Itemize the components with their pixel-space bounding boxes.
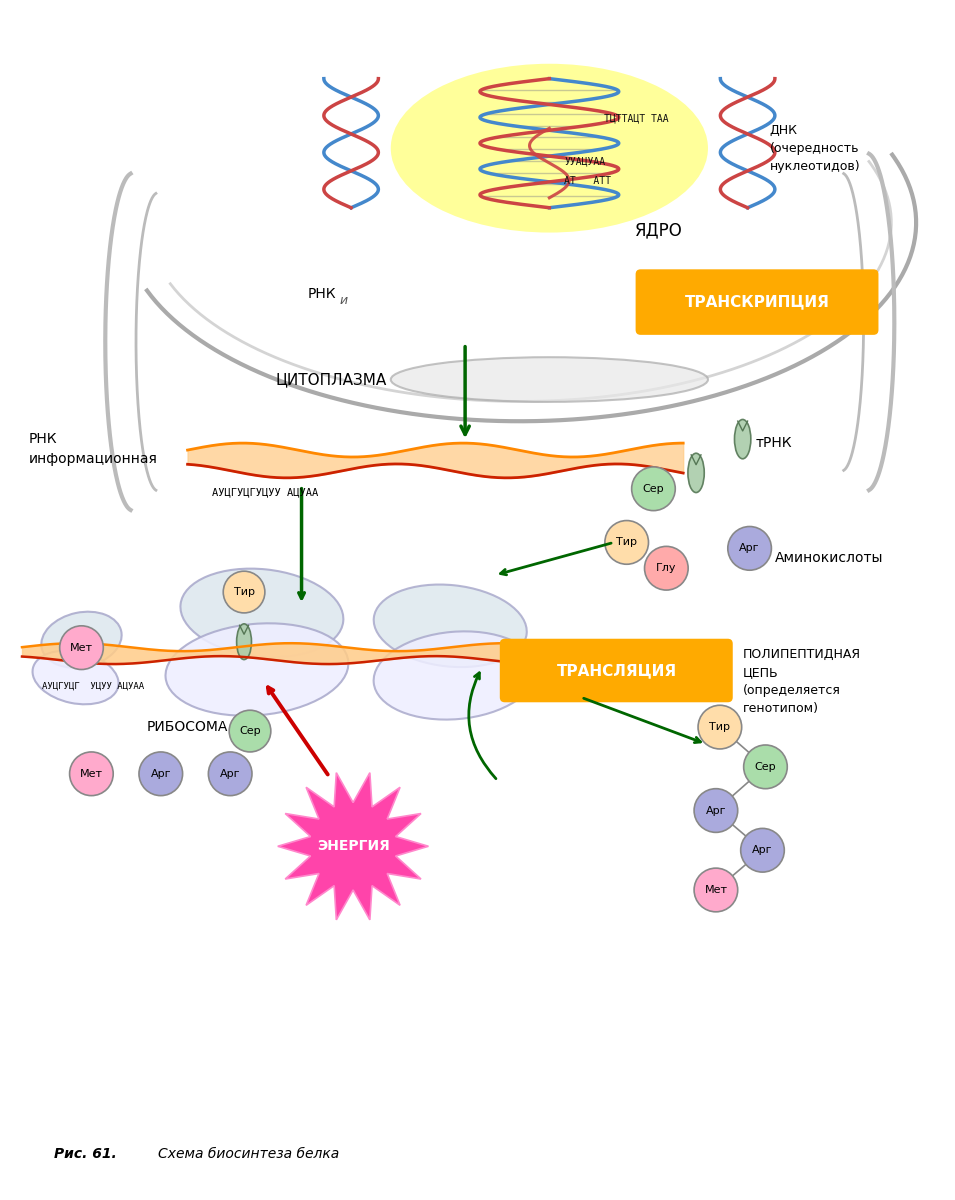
Text: УУАЦУАА: УУАЦУАА [564, 156, 605, 166]
Ellipse shape [32, 650, 118, 704]
Text: Рис. 61.: Рис. 61. [53, 1147, 117, 1162]
Text: АУЦГУЦГ  УЦУУ АЦУАА: АУЦГУЦГ УЦУУ АЦУАА [42, 682, 144, 691]
Text: Тир: Тир [234, 587, 255, 598]
Circle shape [645, 546, 689, 590]
Circle shape [631, 467, 675, 511]
Ellipse shape [373, 584, 527, 667]
Ellipse shape [734, 420, 751, 458]
Circle shape [229, 710, 271, 752]
Text: ЭНЕРГИЯ: ЭНЕРГИЯ [317, 839, 390, 853]
Text: Глу: Глу [656, 563, 676, 574]
Text: ТРАНСЛЯЦИЯ: ТРАНСЛЯЦИЯ [557, 664, 677, 678]
Text: РНК: РНК [308, 287, 336, 301]
Text: Арг: Арг [753, 845, 773, 856]
FancyBboxPatch shape [636, 269, 879, 335]
Circle shape [605, 521, 648, 564]
Text: Арг: Арг [220, 769, 241, 779]
Text: Сер: Сер [754, 762, 776, 772]
Text: Арг: Арг [151, 769, 171, 779]
Text: АУЦГУЦГУЦУУ АЦУАА: АУЦГУЦГУЦУУ АЦУАА [212, 487, 319, 498]
Text: Тир: Тир [616, 538, 637, 547]
Text: РНК
информационная: РНК информационная [29, 432, 158, 466]
Ellipse shape [41, 612, 121, 667]
Text: тРНК: тРНК [755, 436, 792, 450]
Circle shape [59, 626, 103, 670]
Circle shape [139, 752, 182, 796]
Ellipse shape [688, 454, 704, 492]
Text: Тир: Тир [710, 722, 731, 732]
Circle shape [698, 706, 742, 749]
Ellipse shape [373, 631, 537, 720]
Ellipse shape [391, 358, 708, 402]
Ellipse shape [237, 624, 251, 660]
Text: и: и [339, 294, 348, 306]
Text: ТЦТТАЦТ ТАА: ТЦТТАЦТ ТАА [604, 113, 668, 124]
Text: Арг: Арг [739, 544, 760, 553]
Circle shape [70, 752, 114, 796]
Text: ДНК
(очередность
нуклеотидов): ДНК (очередность нуклеотидов) [770, 124, 860, 173]
Ellipse shape [180, 569, 344, 658]
Text: Мет: Мет [70, 643, 93, 653]
Text: Сер: Сер [643, 484, 665, 493]
Text: АТ   АТТ: АТ АТТ [564, 176, 611, 186]
Text: Сер: Сер [239, 726, 261, 736]
Text: ЦИТОПЛАЗМА: ЦИТОПЛАЗМА [276, 372, 387, 388]
Text: РИБОСОМА: РИБОСОМА [147, 720, 228, 734]
Circle shape [694, 788, 737, 833]
Circle shape [694, 868, 737, 912]
Ellipse shape [165, 623, 349, 715]
Circle shape [208, 752, 252, 796]
Circle shape [223, 571, 265, 613]
Text: Схема биосинтеза белка: Схема биосинтеза белка [158, 1147, 339, 1162]
Text: Мет: Мет [705, 884, 728, 895]
Text: ЯДРО: ЯДРО [634, 222, 682, 240]
Circle shape [744, 745, 787, 788]
Text: Арг: Арг [706, 805, 726, 816]
Text: ТРАНСКРИПЦИЯ: ТРАНСКРИПЦИЯ [685, 294, 830, 310]
Text: Мет: Мет [80, 769, 103, 779]
Circle shape [728, 527, 772, 570]
Ellipse shape [391, 64, 708, 233]
FancyBboxPatch shape [499, 638, 732, 702]
Text: ПОЛИПЕПТИДНАЯ
ЦЕПЬ
(определяется
генотипом): ПОЛИПЕПТИДНАЯ ЦЕПЬ (определяется генотип… [743, 648, 860, 715]
Polygon shape [278, 773, 429, 920]
Text: Аминокислоты: Аминокислоты [775, 551, 884, 565]
Circle shape [741, 828, 784, 872]
